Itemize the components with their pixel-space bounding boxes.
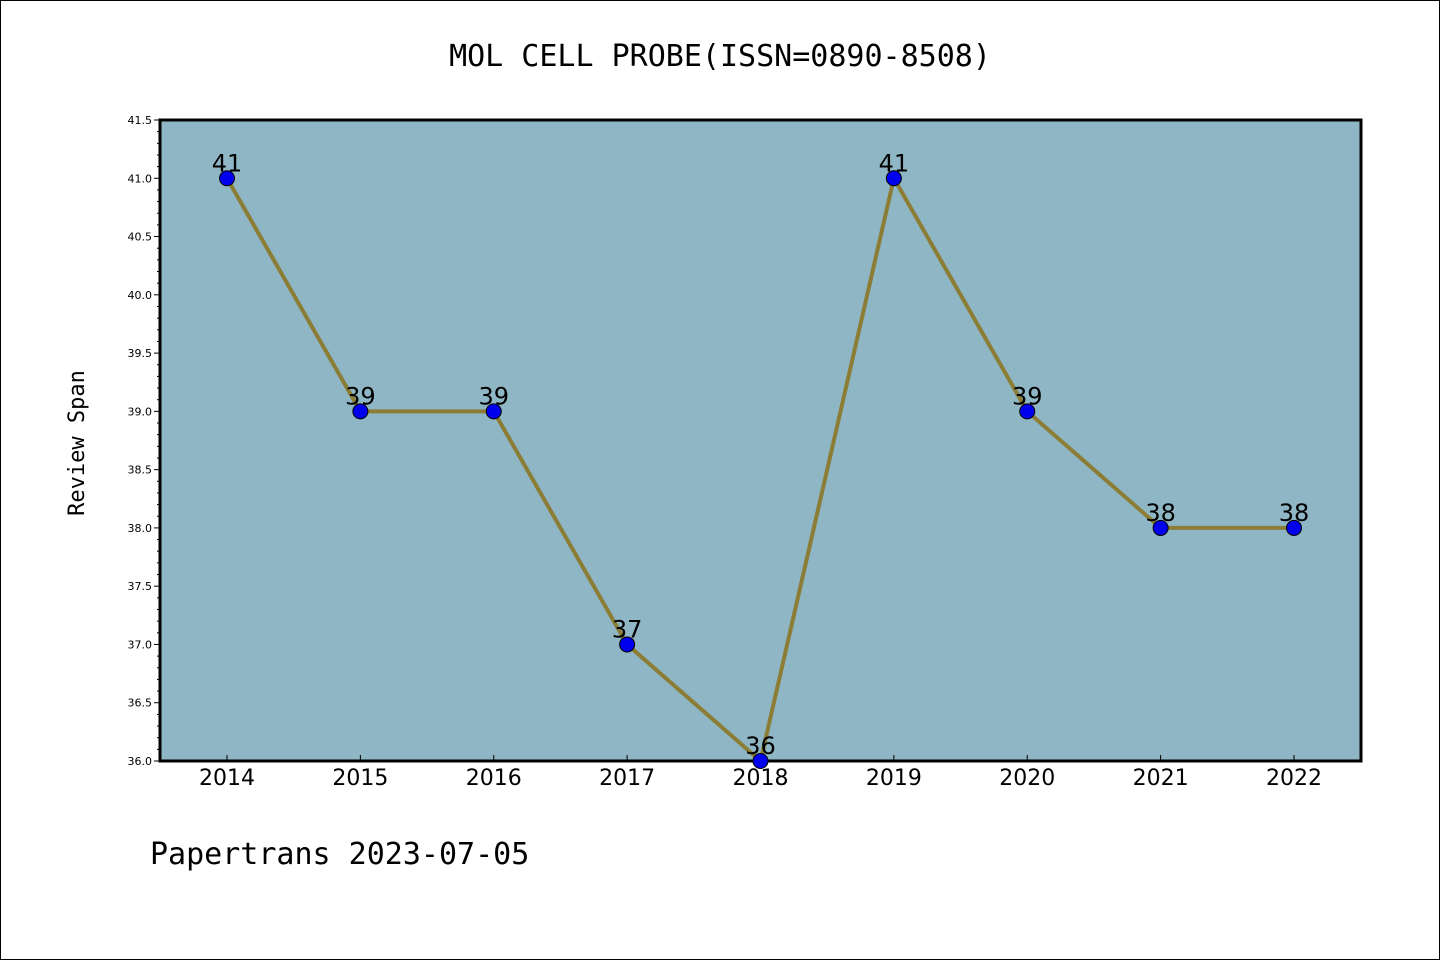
- x-axis: 2014 2015 2016 2017 2018 2019 2020 2021 2022: [199, 755, 1322, 791]
- data-label: 36: [745, 732, 776, 760]
- x-tick-label: 2017: [599, 766, 655, 791]
- data-label: 37: [612, 615, 643, 643]
- y-axis-label: Review Span: [65, 370, 90, 516]
- y-tick-label: 36.5: [128, 697, 153, 710]
- plot-area: [158, 118, 1363, 763]
- data-point: [485, 403, 502, 420]
- y-axis: 36.0 36.5 37.0 37.5 38.0 38.5 39.0 39.5 40.0 40.5…: [128, 114, 160, 768]
- x-tick-label: 2014: [199, 766, 255, 791]
- y-tick-label: 41.0: [128, 172, 153, 185]
- y-tick-label: 40.5: [128, 231, 153, 244]
- data-markers: [219, 170, 1302, 769]
- data-label: 39: [345, 382, 376, 410]
- y-tick-label: 36.0: [128, 755, 153, 768]
- data-label: 39: [478, 382, 509, 410]
- y-tick-label: 37.0: [128, 638, 153, 651]
- data-point: [885, 170, 902, 187]
- y-tick-label: 39.0: [128, 405, 153, 418]
- x-tick-label: 2022: [1266, 766, 1322, 791]
- data-label: 39: [1012, 382, 1043, 410]
- data-label: 41: [879, 149, 910, 177]
- data-point: [1286, 519, 1302, 536]
- x-tick-label: 2018: [733, 766, 789, 791]
- data-point: [752, 753, 769, 769]
- data-point: [219, 170, 235, 187]
- data-labels: 41 39 39 37 36 41 39 38 38: [212, 149, 1310, 760]
- data-point: [619, 636, 636, 653]
- data-point: [1152, 519, 1169, 536]
- x-tick-label: 2019: [866, 766, 922, 791]
- x-tick-label: 2016: [466, 766, 522, 791]
- chart-title: MOL CELL PROBE(ISSN=0890-8508): [449, 39, 991, 74]
- y-tick-label: 38.0: [128, 522, 153, 535]
- y-tick-label: 39.5: [128, 347, 153, 360]
- x-tick-label: 2020: [999, 766, 1055, 791]
- y-tick-label: 40.0: [128, 289, 153, 302]
- data-point: [352, 403, 369, 420]
- y-tick-label: 37.5: [128, 580, 153, 593]
- data-label: 38: [1279, 499, 1310, 527]
- data-label: 38: [1145, 499, 1176, 527]
- x-tick-label: 2015: [332, 766, 388, 791]
- y-tick-label: 41.5: [128, 114, 153, 127]
- y-tick-label: 38.5: [128, 464, 153, 477]
- data-point: [1019, 403, 1036, 420]
- footer-watermark: Papertrans 2023-07-05: [150, 837, 529, 872]
- x-tick-label: 2021: [1133, 766, 1189, 791]
- data-label: 41: [212, 149, 243, 177]
